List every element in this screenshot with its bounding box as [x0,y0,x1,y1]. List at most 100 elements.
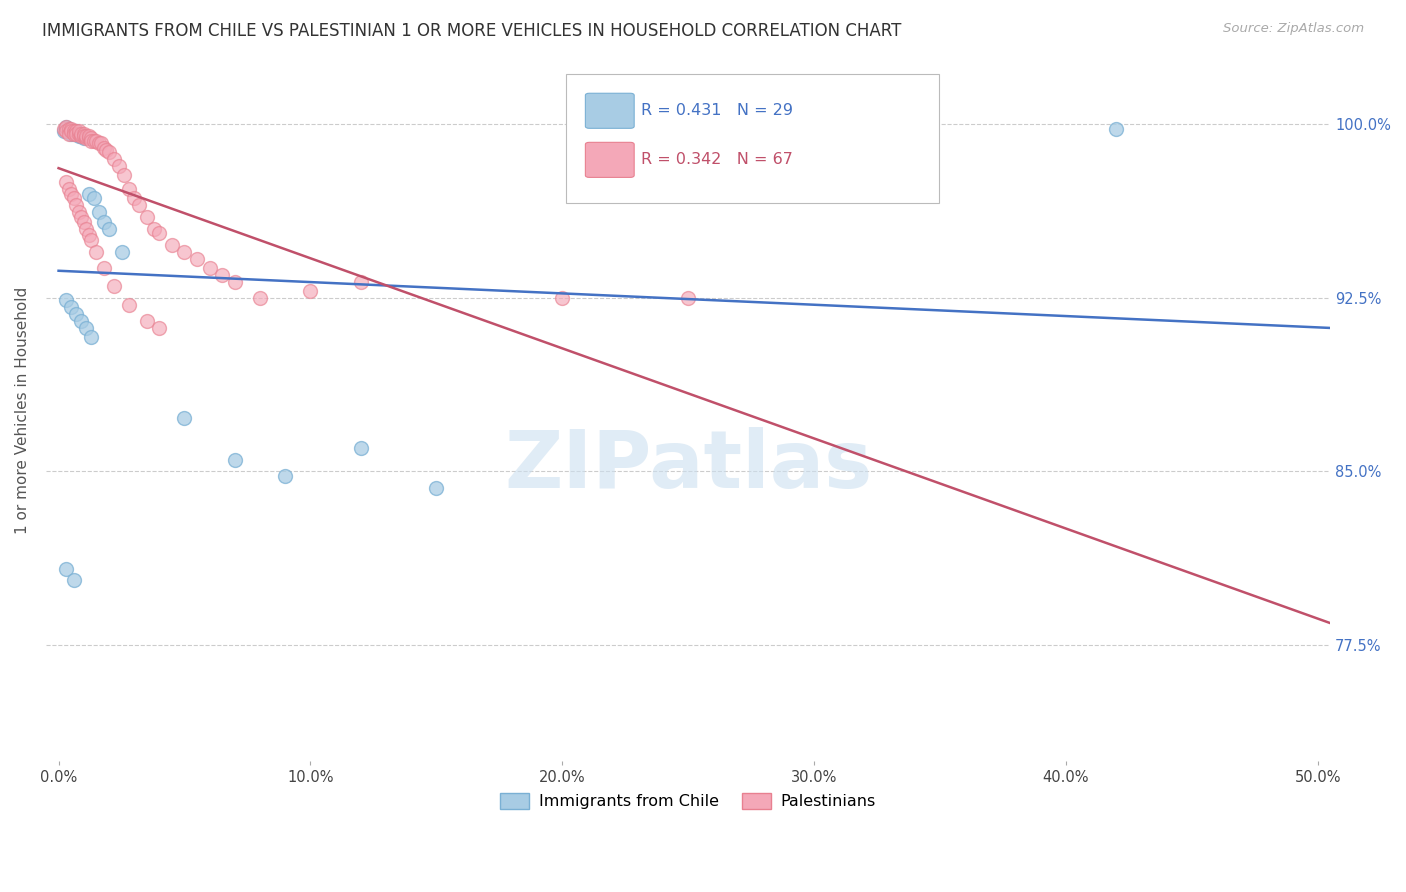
Palestinians [77,131,100,145]
Immigrants from Chile [70,128,93,143]
Palestinians [103,279,125,293]
Palestinians [676,291,699,305]
Palestinians [135,314,157,328]
Palestinians [86,244,108,259]
Palestinians [65,198,87,212]
Immigrants from Chile [67,128,90,143]
Immigrants from Chile [60,127,83,141]
Y-axis label: 1 or more Vehicles in Household: 1 or more Vehicles in Household [15,286,30,533]
Immigrants from Chile [350,442,373,456]
Palestinians [70,127,93,141]
Palestinians [249,291,271,305]
Palestinians [350,275,373,289]
Immigrants from Chile [62,573,84,587]
Palestinians [118,182,141,196]
Palestinians [83,134,105,148]
Immigrants from Chile [1105,122,1128,136]
Palestinians [90,136,112,150]
Palestinians [55,124,77,138]
Palestinians [55,120,77,134]
Immigrants from Chile [110,244,132,259]
Immigrants from Chile [87,205,110,219]
Immigrants from Chile [224,453,246,467]
Immigrants from Chile [60,300,83,314]
Immigrants from Chile [97,221,120,235]
Palestinians [148,321,170,335]
Palestinians [58,127,80,141]
Immigrants from Chile [70,314,93,328]
Palestinians [70,210,93,224]
Palestinians [103,152,125,166]
Text: IMMIGRANTS FROM CHILE VS PALESTINIAN 1 OR MORE VEHICLES IN HOUSEHOLD CORRELATION: IMMIGRANTS FROM CHILE VS PALESTINIAN 1 O… [42,22,901,40]
Palestinians [67,205,90,219]
Palestinians [86,134,108,148]
Palestinians [551,291,574,305]
Palestinians [186,252,208,266]
Palestinians [55,175,77,189]
Palestinians [97,145,120,160]
Palestinians [73,214,96,228]
Immigrants from Chile [173,411,195,425]
Palestinians [67,124,90,138]
Palestinians [73,128,96,143]
Text: R = 0.342   N = 67: R = 0.342 N = 67 [641,153,793,168]
FancyBboxPatch shape [585,143,634,178]
Palestinians [160,237,183,252]
Palestinians [73,127,96,141]
Immigrants from Chile [93,214,115,228]
Palestinians [80,233,103,247]
Palestinians [75,131,97,145]
Palestinians [58,122,80,136]
Palestinians [224,275,246,289]
Palestinians [70,128,93,143]
FancyBboxPatch shape [567,74,939,203]
Palestinians [211,268,233,282]
Palestinians [80,131,103,145]
Immigrants from Chile [77,186,100,201]
Palestinians [93,260,115,275]
Palestinians [148,226,170,240]
Immigrants from Chile [274,469,297,483]
Immigrants from Chile [65,124,87,138]
Palestinians [60,186,83,201]
Palestinians [52,122,75,136]
Immigrants from Chile [55,293,77,308]
Immigrants from Chile [73,131,96,145]
Legend: Immigrants from Chile, Palestinians: Immigrants from Chile, Palestinians [494,787,883,816]
Palestinians [65,127,87,141]
Text: R = 0.431   N = 29: R = 0.431 N = 29 [641,103,793,119]
Palestinians [75,128,97,143]
Palestinians [62,191,84,205]
Palestinians [77,228,100,243]
Palestinians [173,244,195,259]
Palestinians [198,260,221,275]
Palestinians [93,140,115,154]
Palestinians [75,221,97,235]
Palestinians [112,169,135,183]
Immigrants from Chile [80,330,103,344]
Palestinians [118,298,141,312]
Palestinians [65,124,87,138]
Immigrants from Chile [425,481,447,495]
Immigrants from Chile [55,120,77,134]
Palestinians [299,284,322,298]
Text: Source: ZipAtlas.com: Source: ZipAtlas.com [1223,22,1364,36]
Palestinians [58,182,80,196]
Palestinians [96,143,118,157]
FancyBboxPatch shape [585,94,634,128]
Immigrants from Chile [75,321,97,335]
Palestinians [60,124,83,138]
Palestinians [135,210,157,224]
Immigrants from Chile [62,127,84,141]
Palestinians [67,127,90,141]
Immigrants from Chile [55,562,77,576]
Palestinians [62,127,84,141]
Palestinians [128,198,150,212]
Palestinians [87,136,110,150]
Palestinians [108,159,131,173]
Immigrants from Chile [58,122,80,136]
Palestinians [60,122,83,136]
Immigrants from Chile [65,307,87,321]
Text: ZIPatlas: ZIPatlas [503,427,872,505]
Palestinians [143,221,166,235]
